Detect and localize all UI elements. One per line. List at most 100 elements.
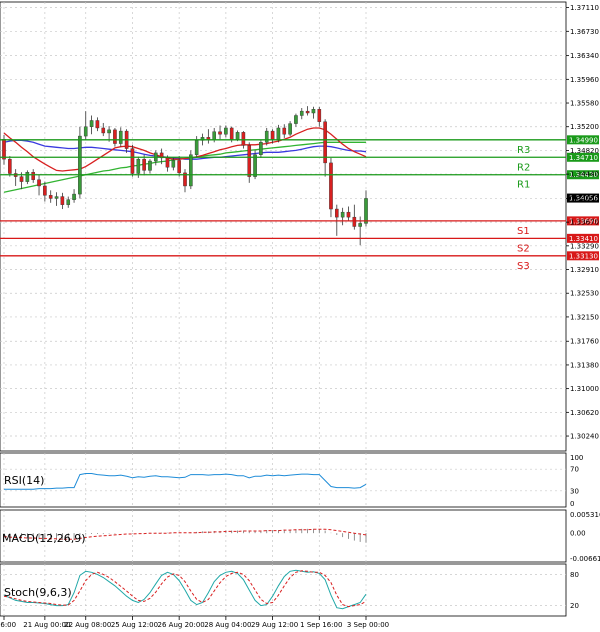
rsi-tick-label: 30 [570, 487, 579, 495]
price-tick-label: 1.34820 [570, 147, 599, 155]
candle [329, 157, 333, 218]
candle [130, 144, 135, 177]
candle [142, 154, 146, 176]
candle-body [66, 199, 71, 205]
candle-body [253, 154, 257, 177]
level-name-s2: S2 [517, 243, 530, 254]
level-tag-r3 [567, 135, 599, 145]
level-value-s1: 1.33690 [569, 217, 598, 225]
candle [294, 113, 298, 127]
candle [113, 127, 117, 147]
macd-tick-label: 0.00 [570, 530, 586, 538]
price-tick-label: 1.36340 [570, 52, 599, 60]
stoch-d-line [3, 570, 367, 608]
candle-body [335, 208, 339, 218]
price-tick-label: 1.35960 [570, 76, 599, 84]
candle-body [229, 127, 234, 140]
time-label: 29 Aug 12:00 [251, 621, 298, 629]
time-label: 16:00 [0, 621, 16, 629]
candle-body [364, 198, 368, 224]
candle [43, 181, 47, 202]
candle-body [329, 162, 333, 210]
candle-body [89, 120, 94, 127]
rsi-tick-label: 0 [570, 500, 574, 508]
candle [54, 192, 59, 206]
candle [31, 169, 35, 183]
time-label: 21 Aug 00:00 [23, 621, 70, 629]
time-label: 1 Sep 16:00 [300, 621, 342, 629]
candle-body [107, 129, 111, 134]
candle-body [60, 196, 65, 205]
price-tick-label: 1.30620 [570, 409, 599, 417]
level-tag-r2 [567, 152, 599, 162]
candle-body [189, 154, 193, 187]
candle [282, 124, 287, 138]
level-tag-s3 [567, 251, 599, 261]
candle-body [264, 130, 269, 143]
stoch-grid [0, 564, 566, 616]
candle [218, 125, 222, 140]
candle [224, 125, 228, 138]
level-name-r1: R1 [517, 180, 530, 191]
candle-body [101, 127, 106, 134]
candle-body [218, 131, 222, 135]
candle [60, 192, 65, 210]
level-name-r2: R2 [517, 162, 530, 173]
candle-body [136, 158, 141, 174]
candle [305, 106, 310, 116]
macd-pane: MACD(12,26,9) 0.005316 0.00 -0.006611 [0, 509, 600, 563]
candle [89, 115, 94, 135]
candle-body [72, 193, 76, 200]
candle-body [148, 160, 152, 171]
level-name-s1: S1 [517, 226, 530, 237]
candle-body [323, 121, 327, 164]
candle [189, 150, 193, 190]
candle [83, 111, 88, 141]
price-pane: 1.34990 R3 1.34710 R2 1.34430 R1 1.33690 S1 1.33… [0, 1, 599, 452]
rsi-line [4, 473, 367, 490]
level-tag-r1 [567, 170, 599, 180]
time-label: 3 Sep 00:00 [347, 621, 389, 629]
stoch-label: Stoch(9,6,3) [4, 586, 72, 599]
candle [25, 170, 30, 185]
price-tick-label: 1.34050 [570, 195, 599, 203]
rsi-pane: RSI(14) 100 70 30 0 [0, 452, 583, 508]
price-axis: 1.37110 1.36730 1.36340 1.35960 1.35580 1.352… [566, 4, 599, 441]
level-value-r3: 1.34990 [569, 136, 598, 144]
candle-body [247, 145, 252, 177]
candle-body [8, 158, 12, 174]
candle-body [25, 172, 30, 182]
price-tick-label: 1.31000 [570, 385, 599, 393]
candle-body [83, 126, 88, 137]
time-label: 26 Aug 20:00 [158, 621, 205, 629]
candle-body [352, 216, 357, 227]
candle [247, 142, 252, 183]
rsi-tick-label: 70 [570, 466, 579, 474]
candle [37, 174, 41, 196]
candle [8, 156, 12, 177]
rsi-grid [0, 453, 566, 507]
candle [118, 127, 123, 147]
moving-average-line [3, 127, 367, 172]
stoch-tick-label: 20 [570, 602, 579, 610]
price-tick-label: 1.31760 [570, 338, 599, 346]
candle-body [340, 211, 345, 218]
level-value-s2: 1.33410 [569, 235, 598, 243]
candle-body [171, 160, 176, 168]
candle [148, 159, 152, 174]
stoch-tick-label: 80 [570, 571, 579, 579]
candle-body [130, 148, 135, 174]
candle [288, 121, 292, 137]
macd-tick-label: -0.006611 [570, 555, 600, 563]
candle-body [270, 130, 275, 140]
time-label: 22 Aug 08:00 [64, 621, 111, 629]
candle-body [282, 127, 287, 135]
candle [78, 126, 82, 199]
candle-body [276, 127, 281, 140]
rsi-axis: 100 70 30 0 [570, 454, 583, 508]
macd-axis: 0.005316 0.00 -0.006611 [570, 511, 600, 563]
macd-label: MACD(12,26,9) [2, 532, 86, 545]
candle-body [19, 176, 24, 182]
candle-body [294, 115, 298, 124]
